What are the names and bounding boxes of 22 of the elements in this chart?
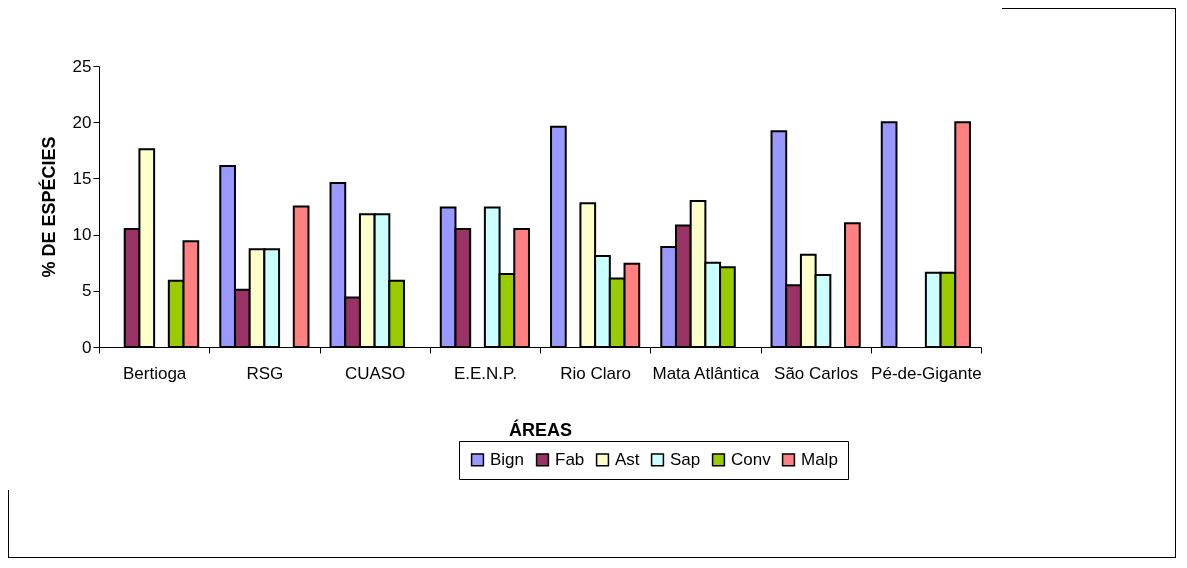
y-tick-label: 15 xyxy=(72,168,92,188)
y-tick-label: 20 xyxy=(72,112,92,132)
y-tick-label: 25 xyxy=(72,56,92,76)
x-tick-label: Mata Atlântica xyxy=(652,363,760,383)
x-tick-label: Pé-de-Gigante xyxy=(871,363,982,383)
legend-label: Conv xyxy=(731,449,772,469)
legend-label: Ast xyxy=(615,449,640,469)
y-tick-label: 10 xyxy=(72,225,92,245)
x-tick-label: CUASO xyxy=(344,363,406,383)
x-tick-label: São Carlos xyxy=(774,363,859,383)
x-axis-title: ÁREAS xyxy=(508,418,573,440)
y-axis-title: % DE ESPÉCIES xyxy=(37,136,59,278)
legend-label: Sap xyxy=(670,449,701,469)
legend-label: Fab xyxy=(555,449,585,469)
x-tick-label: E.E.N.P. xyxy=(453,363,517,383)
x-tick-label: Rio Claro xyxy=(560,363,632,383)
x-tick-label: RSG xyxy=(246,363,284,383)
y-tick-label: 0 xyxy=(82,337,92,357)
y-tick-label: 5 xyxy=(82,281,92,301)
legend-label: Malp xyxy=(801,449,838,469)
legend-label: Bign xyxy=(490,449,525,469)
x-tick-label: Bertioga xyxy=(122,363,187,383)
